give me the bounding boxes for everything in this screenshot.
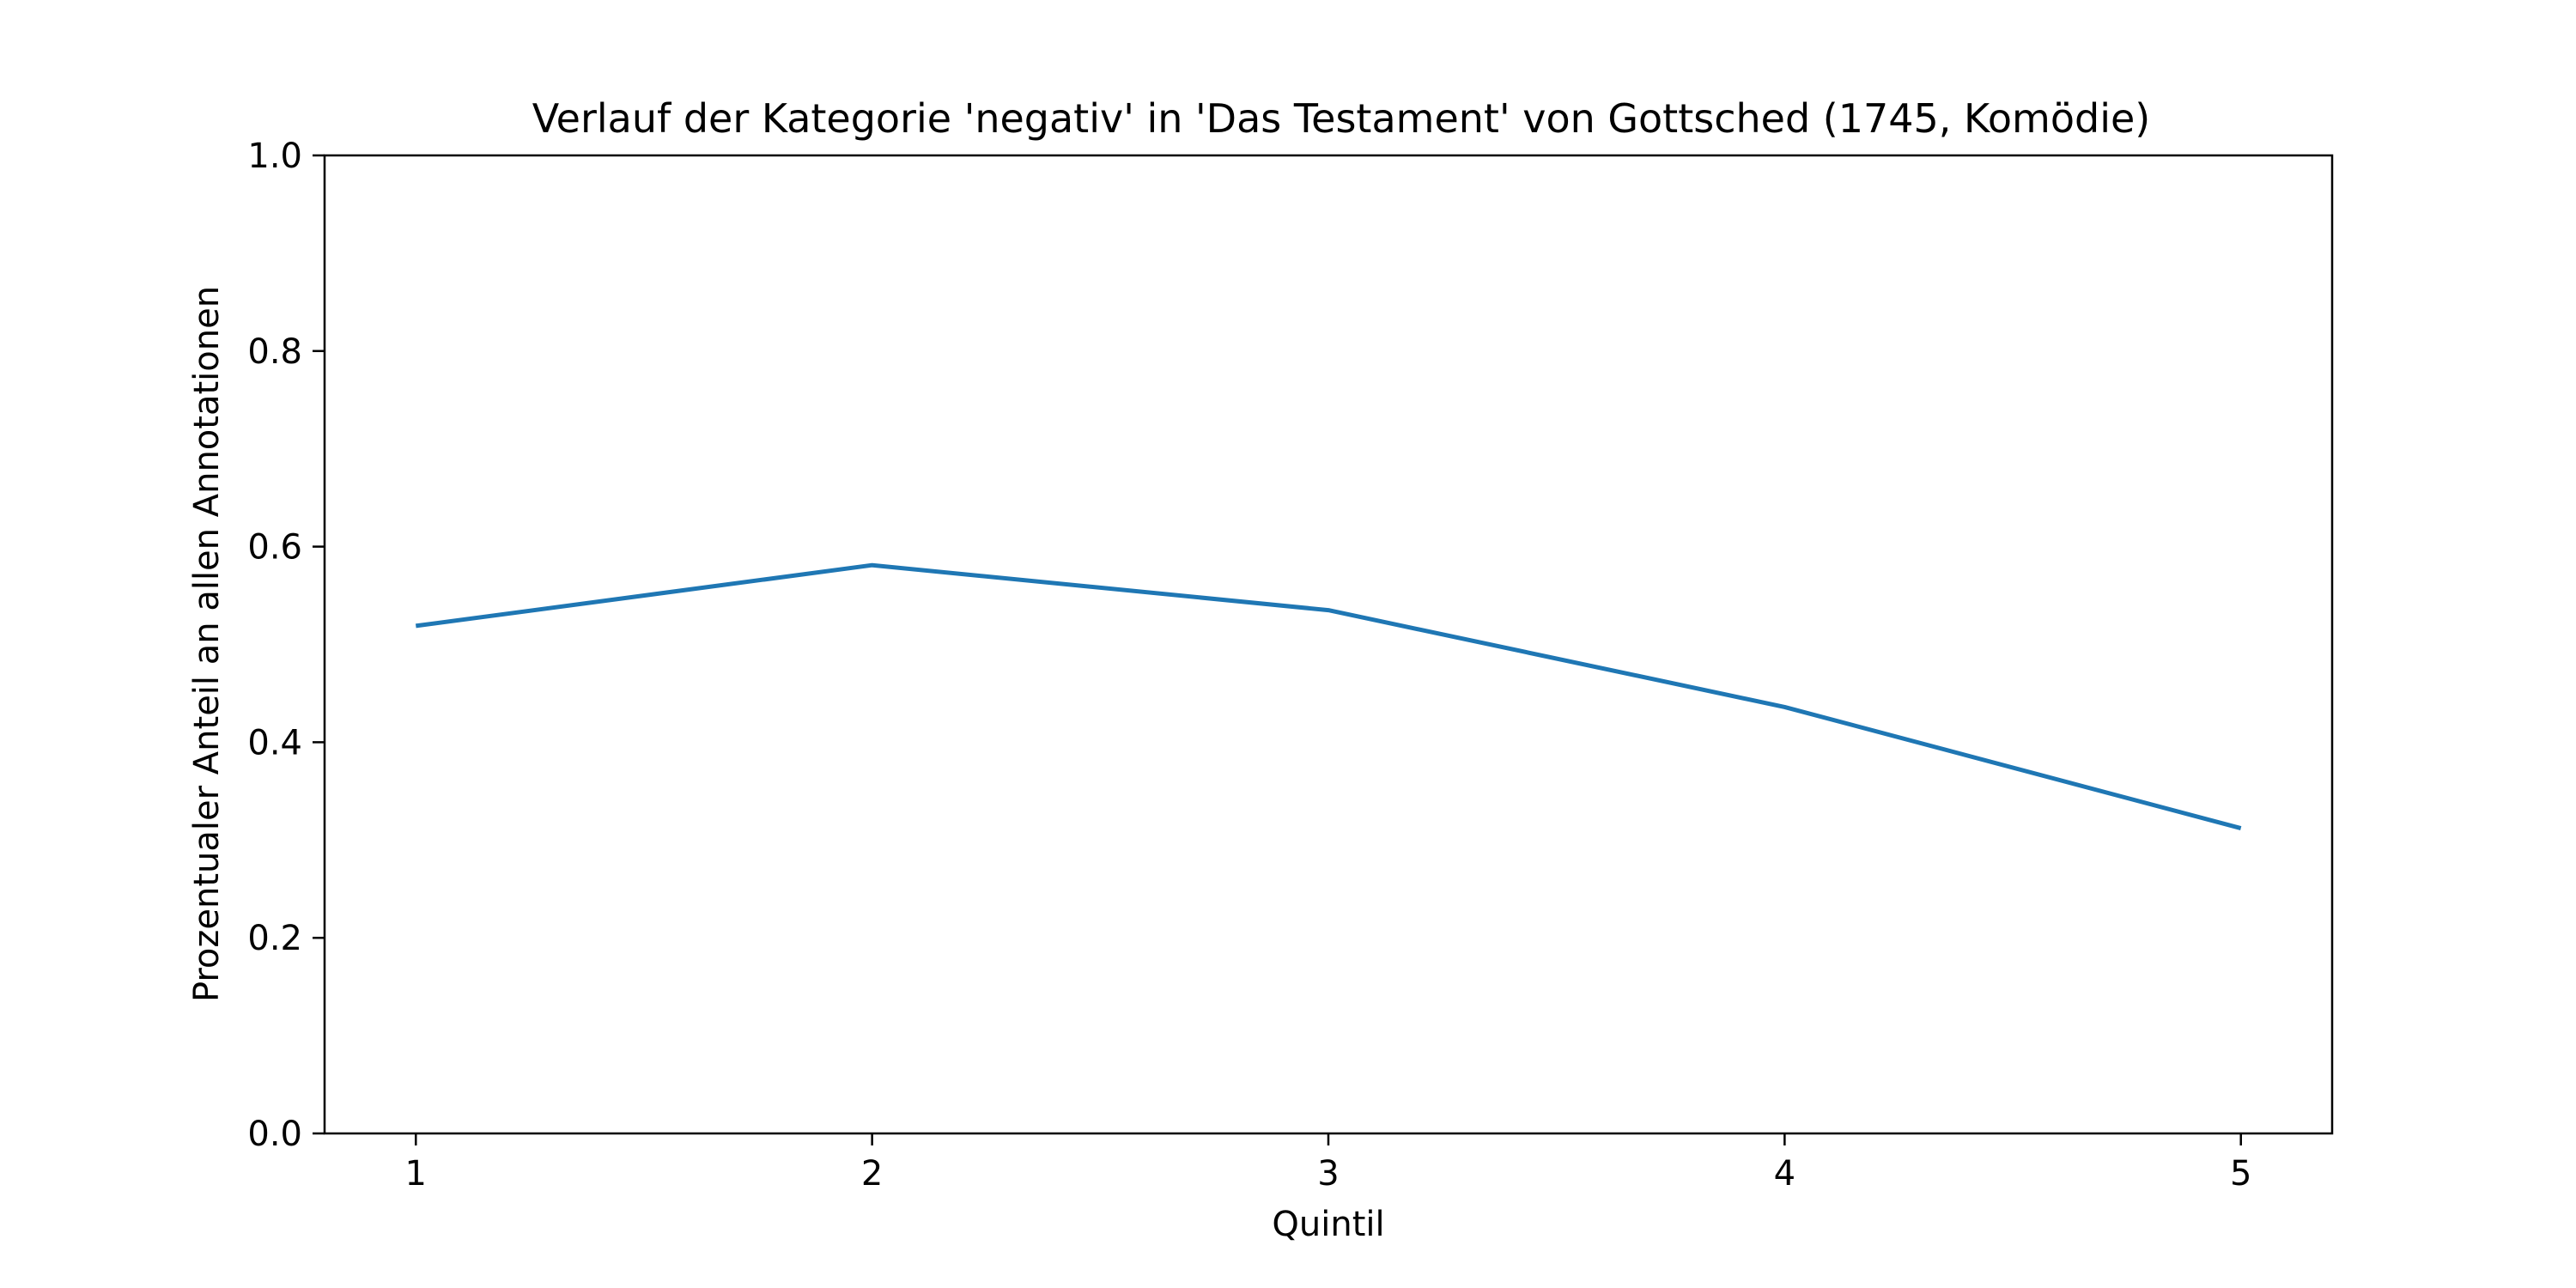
y-tick-label-1: 0.2: [247, 919, 302, 958]
x-tick-label-5: 5: [2230, 1154, 2251, 1194]
plot-frame: [323, 154, 2334, 1135]
y-tick-label-0: 0.0: [247, 1115, 302, 1154]
series-line-1: [415, 562, 2242, 831]
y-axis: 0.0 0.2 0.4 0.6 0.8 1.0: [247, 137, 325, 1154]
y-axis-label: Prozentualer Anteil an allen Annotatione…: [187, 286, 227, 1002]
x-tick-label-2: 2: [861, 1154, 883, 1194]
y-tick-label-2: 0.4: [247, 723, 302, 762]
y-tick-label-5: 1.0: [247, 137, 302, 176]
x-axis: 1 2 3 4 5: [405, 1133, 2251, 1194]
y-tick-label-3: 0.6: [247, 528, 302, 568]
x-tick-label-4: 4: [1774, 1154, 1795, 1194]
plot-area: 1 2 3 4 5 0.0 0.2 0.4 0.6 0.8 1.0: [247, 137, 2334, 1194]
x-tick-label-1: 1: [405, 1154, 427, 1194]
y-tick-label-4: 0.8: [247, 332, 302, 372]
chart-title: Verlauf der Kategorie 'negativ' in 'Das …: [532, 95, 2150, 142]
series-group: [415, 562, 2242, 831]
x-tick-label-3: 3: [1317, 1154, 1339, 1194]
x-axis-label: Quintil: [1272, 1205, 1384, 1244]
